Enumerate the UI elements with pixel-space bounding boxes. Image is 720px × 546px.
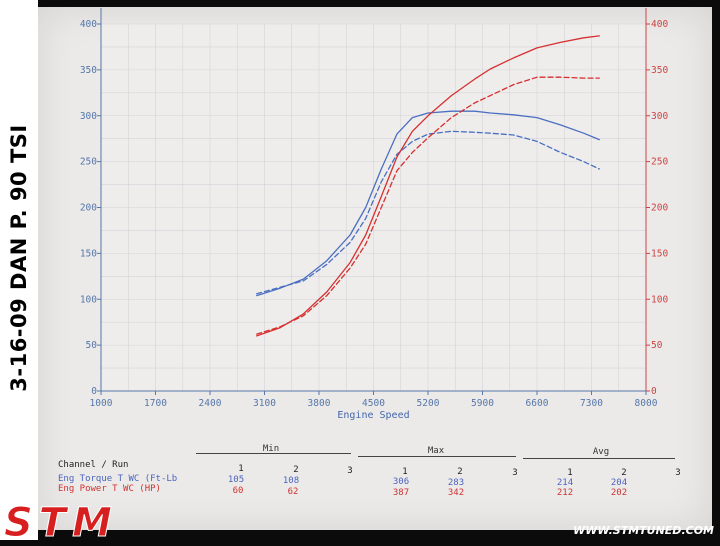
min-run-2: 2 (293, 465, 299, 475)
y-right-tick-label: 50 (651, 340, 663, 351)
min-run-1: 1 (238, 464, 244, 474)
power-max-2: 342 (447, 488, 465, 498)
power-avg-2: 202 (610, 488, 628, 498)
min-run-3: 3 (347, 466, 353, 476)
y-right-tick-label: 250 (651, 157, 668, 168)
x-axis-title: Engine Speed (337, 410, 409, 421)
y-right-tick-label: 0 (651, 386, 657, 397)
y-right-tick-label: 150 (651, 248, 668, 259)
min-header: Min (262, 444, 280, 454)
y-left-tick-label: 300 (80, 111, 97, 122)
side-title-strip: 3-16-09 DAN P. 90 TSI (0, 0, 38, 540)
y-left-tick-label: 0 (91, 386, 97, 397)
y-left-tick-label: 150 (80, 248, 97, 259)
x-tick-label: 6600 (526, 398, 549, 409)
torque-avg-2: 204 (610, 478, 628, 488)
torque-avg-1: 214 (556, 478, 574, 488)
x-tick-label: 2400 (199, 398, 222, 409)
y-right-tick-label: 300 (651, 111, 668, 122)
torque-min-1: 105 (227, 475, 245, 485)
max-header: Max (427, 446, 445, 456)
x-tick-label: 1700 (144, 398, 167, 409)
series-line-torque-run-1 (256, 110, 600, 297)
power-min-1: 60 (232, 486, 244, 496)
y-left-tick-label: 50 (86, 340, 98, 351)
torque-min-2: 108 (282, 476, 300, 486)
x-tick-label: 4500 (362, 398, 385, 409)
y-left-tick-label: 250 (80, 157, 97, 168)
max-run-2: 2 (457, 467, 463, 477)
x-tick-label: 3800 (308, 398, 331, 409)
y-right-tick-label: 350 (651, 65, 668, 76)
y-left-tick-label: 200 (80, 203, 97, 214)
max-run-1: 1 (402, 467, 408, 477)
stm-logo: STM (4, 500, 118, 546)
power-min-2: 62 (287, 487, 299, 497)
x-tick-label: 1000 (90, 398, 113, 409)
y-left-tick-label: 400 (80, 19, 97, 30)
x-tick-label: 5200 (417, 398, 440, 409)
x-tick-label: 5900 (471, 398, 494, 409)
channel-run-label: Channel / Run (58, 460, 129, 470)
y-left-tick-label: 350 (80, 65, 97, 76)
x-tick-label: 7300 (580, 398, 603, 409)
website-watermark: WWW.STMTUNED.COM (573, 524, 714, 537)
avg-run-1: 1 (567, 468, 573, 478)
max-rule (358, 456, 516, 457)
power-max-1: 387 (392, 488, 410, 498)
power-avg-1: 212 (556, 488, 574, 498)
avg-run-2: 2 (621, 468, 627, 478)
power-row-label: Eng Power T WC (HP) (58, 484, 161, 494)
series-line-torque-run-2 (256, 130, 600, 295)
torque-row-label: Eng Torque T WC (Ft-Lb (58, 474, 178, 484)
avg-header: Avg (592, 447, 610, 457)
torque-max-1: 306 (392, 477, 410, 487)
series-line-power-run-2 (256, 76, 600, 335)
x-tick-label: 8000 (635, 398, 658, 409)
y-right-tick-label: 200 (651, 203, 668, 214)
avg-run-3: 3 (675, 468, 681, 478)
torque-max-2: 283 (447, 478, 465, 488)
y-left-tick-label: 100 (80, 294, 97, 305)
y-right-tick-label: 100 (651, 294, 668, 305)
series-line-power-run-1 (256, 35, 600, 337)
max-run-3: 3 (512, 468, 518, 478)
x-tick-label: 3100 (253, 398, 276, 409)
avg-rule (523, 458, 675, 459)
y-right-tick-label: 400 (651, 19, 668, 30)
min-rule (196, 453, 351, 454)
